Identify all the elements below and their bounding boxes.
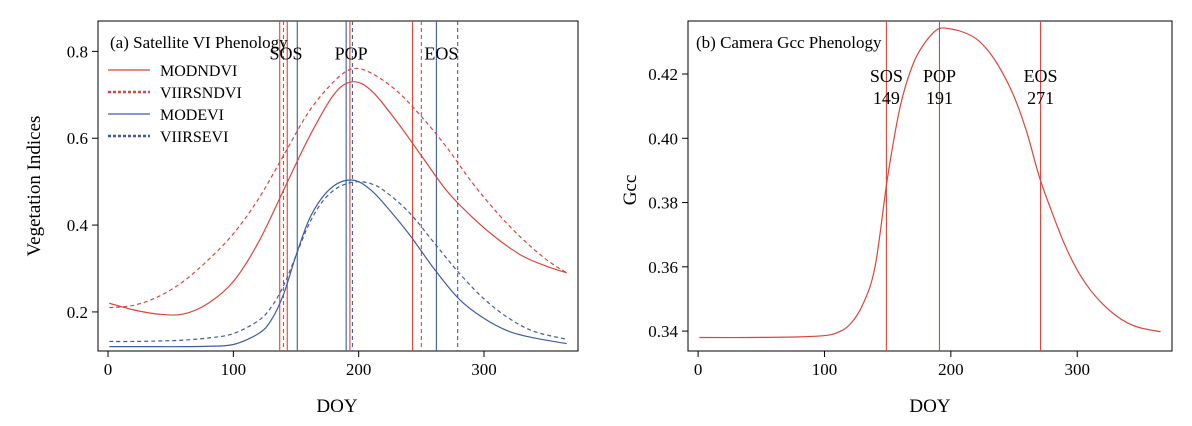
y-tick-label: 0.6 [67, 129, 88, 148]
phase-doy-value: 149 [873, 88, 900, 108]
chart-camera-svg: 0 100 200 300 0.34 0.36 0.38 0.40 0.42 (b) Camer… [620, 20, 1173, 417]
series-line-viirsndvi [109, 67, 568, 309]
chart-panel-camera: 0 100 200 300 0.34 0.36 0.38 0.40 0.42 (b) Camer… [596, 0, 1192, 421]
x-tick-label: 200 [346, 360, 372, 379]
series-lines [699, 27, 1161, 339]
series-line-gcc [699, 27, 1161, 339]
legend-label: MODNDVI [160, 63, 237, 80]
plot-frame [687, 20, 1173, 352]
y-tick-label: 0.2 [67, 303, 88, 322]
y-tick-label: 0.34 [648, 322, 678, 341]
y-tick-label: 0.40 [648, 129, 678, 148]
axis-ticks: 0 100 200 300 0.34 0.36 0.38 0.40 0.42 [648, 65, 1090, 379]
chart-satellite-svg: 0 100 200 300 0.2 0.4 0.6 0.8 (a) Satellite VI … [24, 20, 579, 417]
phenology-lines [885, 21, 1042, 351]
chart-title: (b) Camera Gcc Phenology [696, 33, 882, 52]
x-axis-label: DOY [316, 396, 357, 417]
y-tick-label: 0.4 [67, 216, 89, 235]
series-line-modndvi [109, 81, 567, 316]
legend-label: VIIRSNDVI [160, 85, 242, 102]
plot-area [687, 20, 1173, 352]
phenology-lines [279, 21, 459, 351]
series-line-viirsevi [109, 181, 567, 343]
y-tick-label: 0.36 [648, 258, 678, 277]
phase-annotation: SOS [269, 43, 302, 63]
phase-doy-value: 271 [1027, 88, 1054, 108]
legend: MODNDVI VIIRSNDVI MODEVI VIIRSEVI [108, 63, 242, 146]
x-tick-label: 100 [221, 360, 247, 379]
y-axis-label: Vegetation Indices [24, 116, 45, 257]
y-tick-label: 0.38 [648, 194, 678, 213]
phase-annotation: EOS [424, 43, 458, 63]
phase-doy-value: 191 [926, 88, 953, 108]
series-line-modevi [109, 179, 567, 348]
x-tick-label: 100 [812, 360, 838, 379]
annotations: SOS POP EOS [269, 43, 458, 63]
axis-ticks: 0 100 200 300 0.2 0.4 0.6 0.8 [67, 42, 497, 379]
x-tick-label: 300 [1064, 360, 1090, 379]
y-tick-label: 0.8 [67, 42, 88, 61]
x-tick-label: 300 [471, 360, 497, 379]
y-axis-label: Gcc [620, 175, 641, 206]
x-tick-label: 0 [104, 360, 113, 379]
phase-annotation: POP [923, 66, 956, 86]
chart-title: (a) Satellite VI Phenology [110, 33, 288, 52]
plot-area [97, 20, 579, 352]
phase-annotation: EOS [1024, 66, 1058, 86]
chart-panel-satellite: 0 100 200 300 0.2 0.4 0.6 0.8 (a) Satellite VI … [0, 0, 596, 421]
x-tick-label: 0 [694, 360, 703, 379]
legend-label: MODEVI [160, 107, 224, 124]
legend-label: VIIRSEVI [160, 129, 228, 146]
x-axis-label: DOY [909, 396, 950, 417]
plot-frame [97, 20, 579, 352]
phase-annotation: SOS [870, 66, 903, 86]
y-tick-label: 0.42 [648, 65, 678, 84]
series-lines [109, 67, 568, 348]
phase-annotation: POP [335, 43, 368, 63]
x-tick-label: 200 [938, 360, 964, 379]
